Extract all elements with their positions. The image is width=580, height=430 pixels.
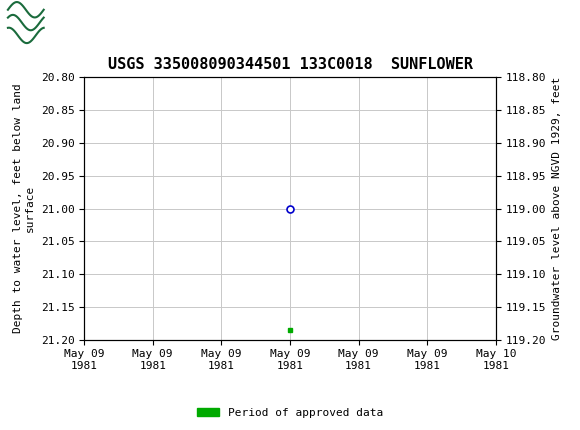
Y-axis label: Groundwater level above NGVD 1929, feet: Groundwater level above NGVD 1929, feet	[552, 77, 561, 340]
Legend: Period of approved data: Period of approved data	[193, 403, 387, 422]
Text: USGS: USGS	[14, 13, 74, 32]
Bar	[6, 2, 26, 41]
Title: USGS 335008090344501 133C0018  SUNFLOWER: USGS 335008090344501 133C0018 SUNFLOWER	[107, 57, 473, 72]
Y-axis label: Depth to water level, feet below land
surface: Depth to water level, feet below land su…	[13, 84, 35, 333]
